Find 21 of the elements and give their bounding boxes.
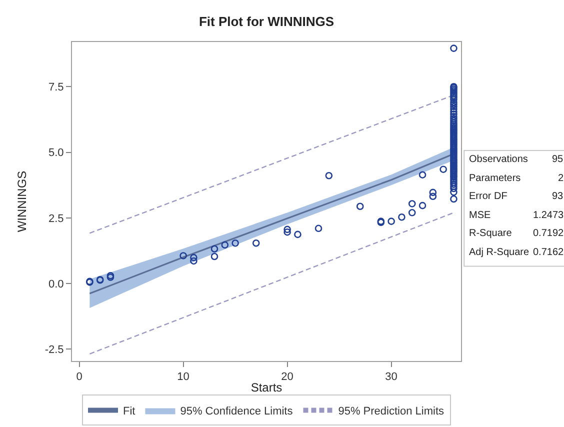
x-axis-title: Starts [250, 380, 282, 395]
x-tick-label: 10 [177, 371, 190, 384]
text: Adj R-Square 0.7162 [469, 247, 564, 258]
y-tick-label: 2.5 [48, 212, 64, 225]
y-tick-label: 0.0 [48, 278, 64, 290]
legend-label: Fit [123, 406, 136, 418]
legend-label: 95% Confidence Limits [180, 406, 294, 418]
y-axis-title: WINNINGS [15, 170, 30, 232]
x-tick-label: 20 [281, 371, 294, 384]
text: R-Square 0.7192 [469, 228, 564, 239]
y-tick-label: 7.5 [48, 81, 64, 94]
x-tick-label: 0 [76, 371, 82, 384]
y-tick-label: 5.0 [48, 147, 64, 160]
text: Error DF 93 [469, 191, 564, 202]
text: MSE 1.2473 [469, 210, 564, 221]
chart-title: Fit Plot for WINNINGS [198, 14, 334, 29]
text: Observations 95 [469, 154, 564, 165]
x-tick-label: 30 [385, 371, 398, 384]
text: Parameters 2 [469, 173, 564, 184]
y-tick-label: -2.5 [44, 344, 64, 356]
legend-label: 95% Prediction Limits [338, 406, 445, 418]
